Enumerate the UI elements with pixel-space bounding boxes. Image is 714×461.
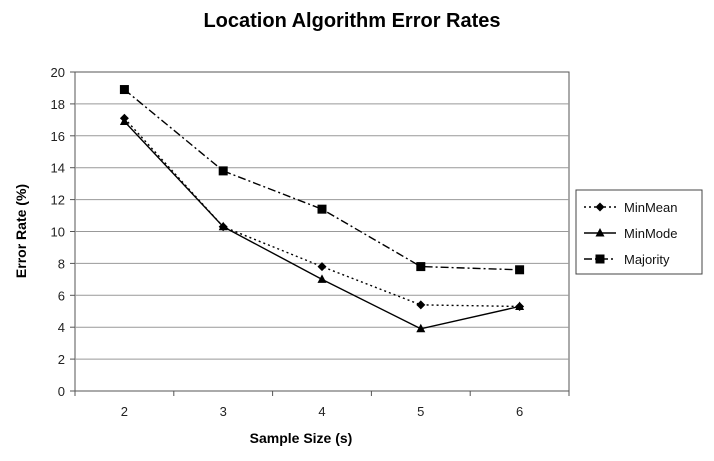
data-point — [515, 265, 525, 275]
y-tick-label: 2 — [58, 352, 65, 367]
y-tick-label: 6 — [58, 288, 65, 303]
legend-label: MinMode — [624, 226, 677, 241]
data-point — [119, 116, 129, 125]
data-point — [218, 166, 228, 176]
x-tick-label: 2 — [121, 404, 128, 419]
series-line — [123, 89, 520, 271]
data-point — [317, 262, 327, 272]
data-point — [416, 300, 426, 310]
y-tick-label: 0 — [58, 384, 65, 399]
y-axis-ticks: 0 2 4 6 8 10 12 14 16 18 20 — [51, 65, 75, 399]
y-tick-label: 16 — [51, 129, 65, 144]
legend-marker — [595, 202, 605, 212]
data-point — [416, 262, 426, 272]
legend-label: Majority — [624, 252, 670, 267]
data-point — [317, 204, 327, 214]
y-tick-label: 20 — [51, 65, 65, 80]
data-point — [515, 301, 525, 310]
data-point — [416, 323, 426, 333]
y-tick-label: 18 — [51, 97, 65, 112]
legend-marker — [595, 254, 605, 264]
series-minmode — [119, 116, 525, 333]
gridlines — [75, 103, 569, 360]
x-axis-ticks: 2 3 4 5 6 — [74, 391, 570, 419]
series-group — [119, 85, 525, 333]
data-point — [119, 85, 129, 95]
y-tick-label: 10 — [51, 225, 65, 240]
x-tick-label: 5 — [417, 404, 424, 419]
x-tick-label: 6 — [516, 404, 523, 419]
data-point — [317, 274, 327, 283]
y-tick-label: 4 — [58, 320, 65, 335]
y-tick-label: 14 — [51, 161, 65, 176]
chart-title: Location Algorithm Error Rates — [203, 10, 500, 32]
y-tick-label: 12 — [51, 193, 65, 208]
x-tick-label: 3 — [220, 404, 227, 419]
series-majority — [119, 85, 525, 275]
x-axis-label: Sample Size (s) — [250, 430, 353, 446]
legend: MinMean MinMode Majority — [575, 189, 703, 275]
x-tick-label: 4 — [318, 404, 325, 419]
legend-label: MinMean — [624, 200, 677, 215]
y-axis-label: Error Rate (%) — [13, 184, 29, 278]
data-point — [218, 221, 228, 231]
legend-marker — [595, 228, 605, 237]
y-tick-label: 8 — [58, 256, 65, 271]
